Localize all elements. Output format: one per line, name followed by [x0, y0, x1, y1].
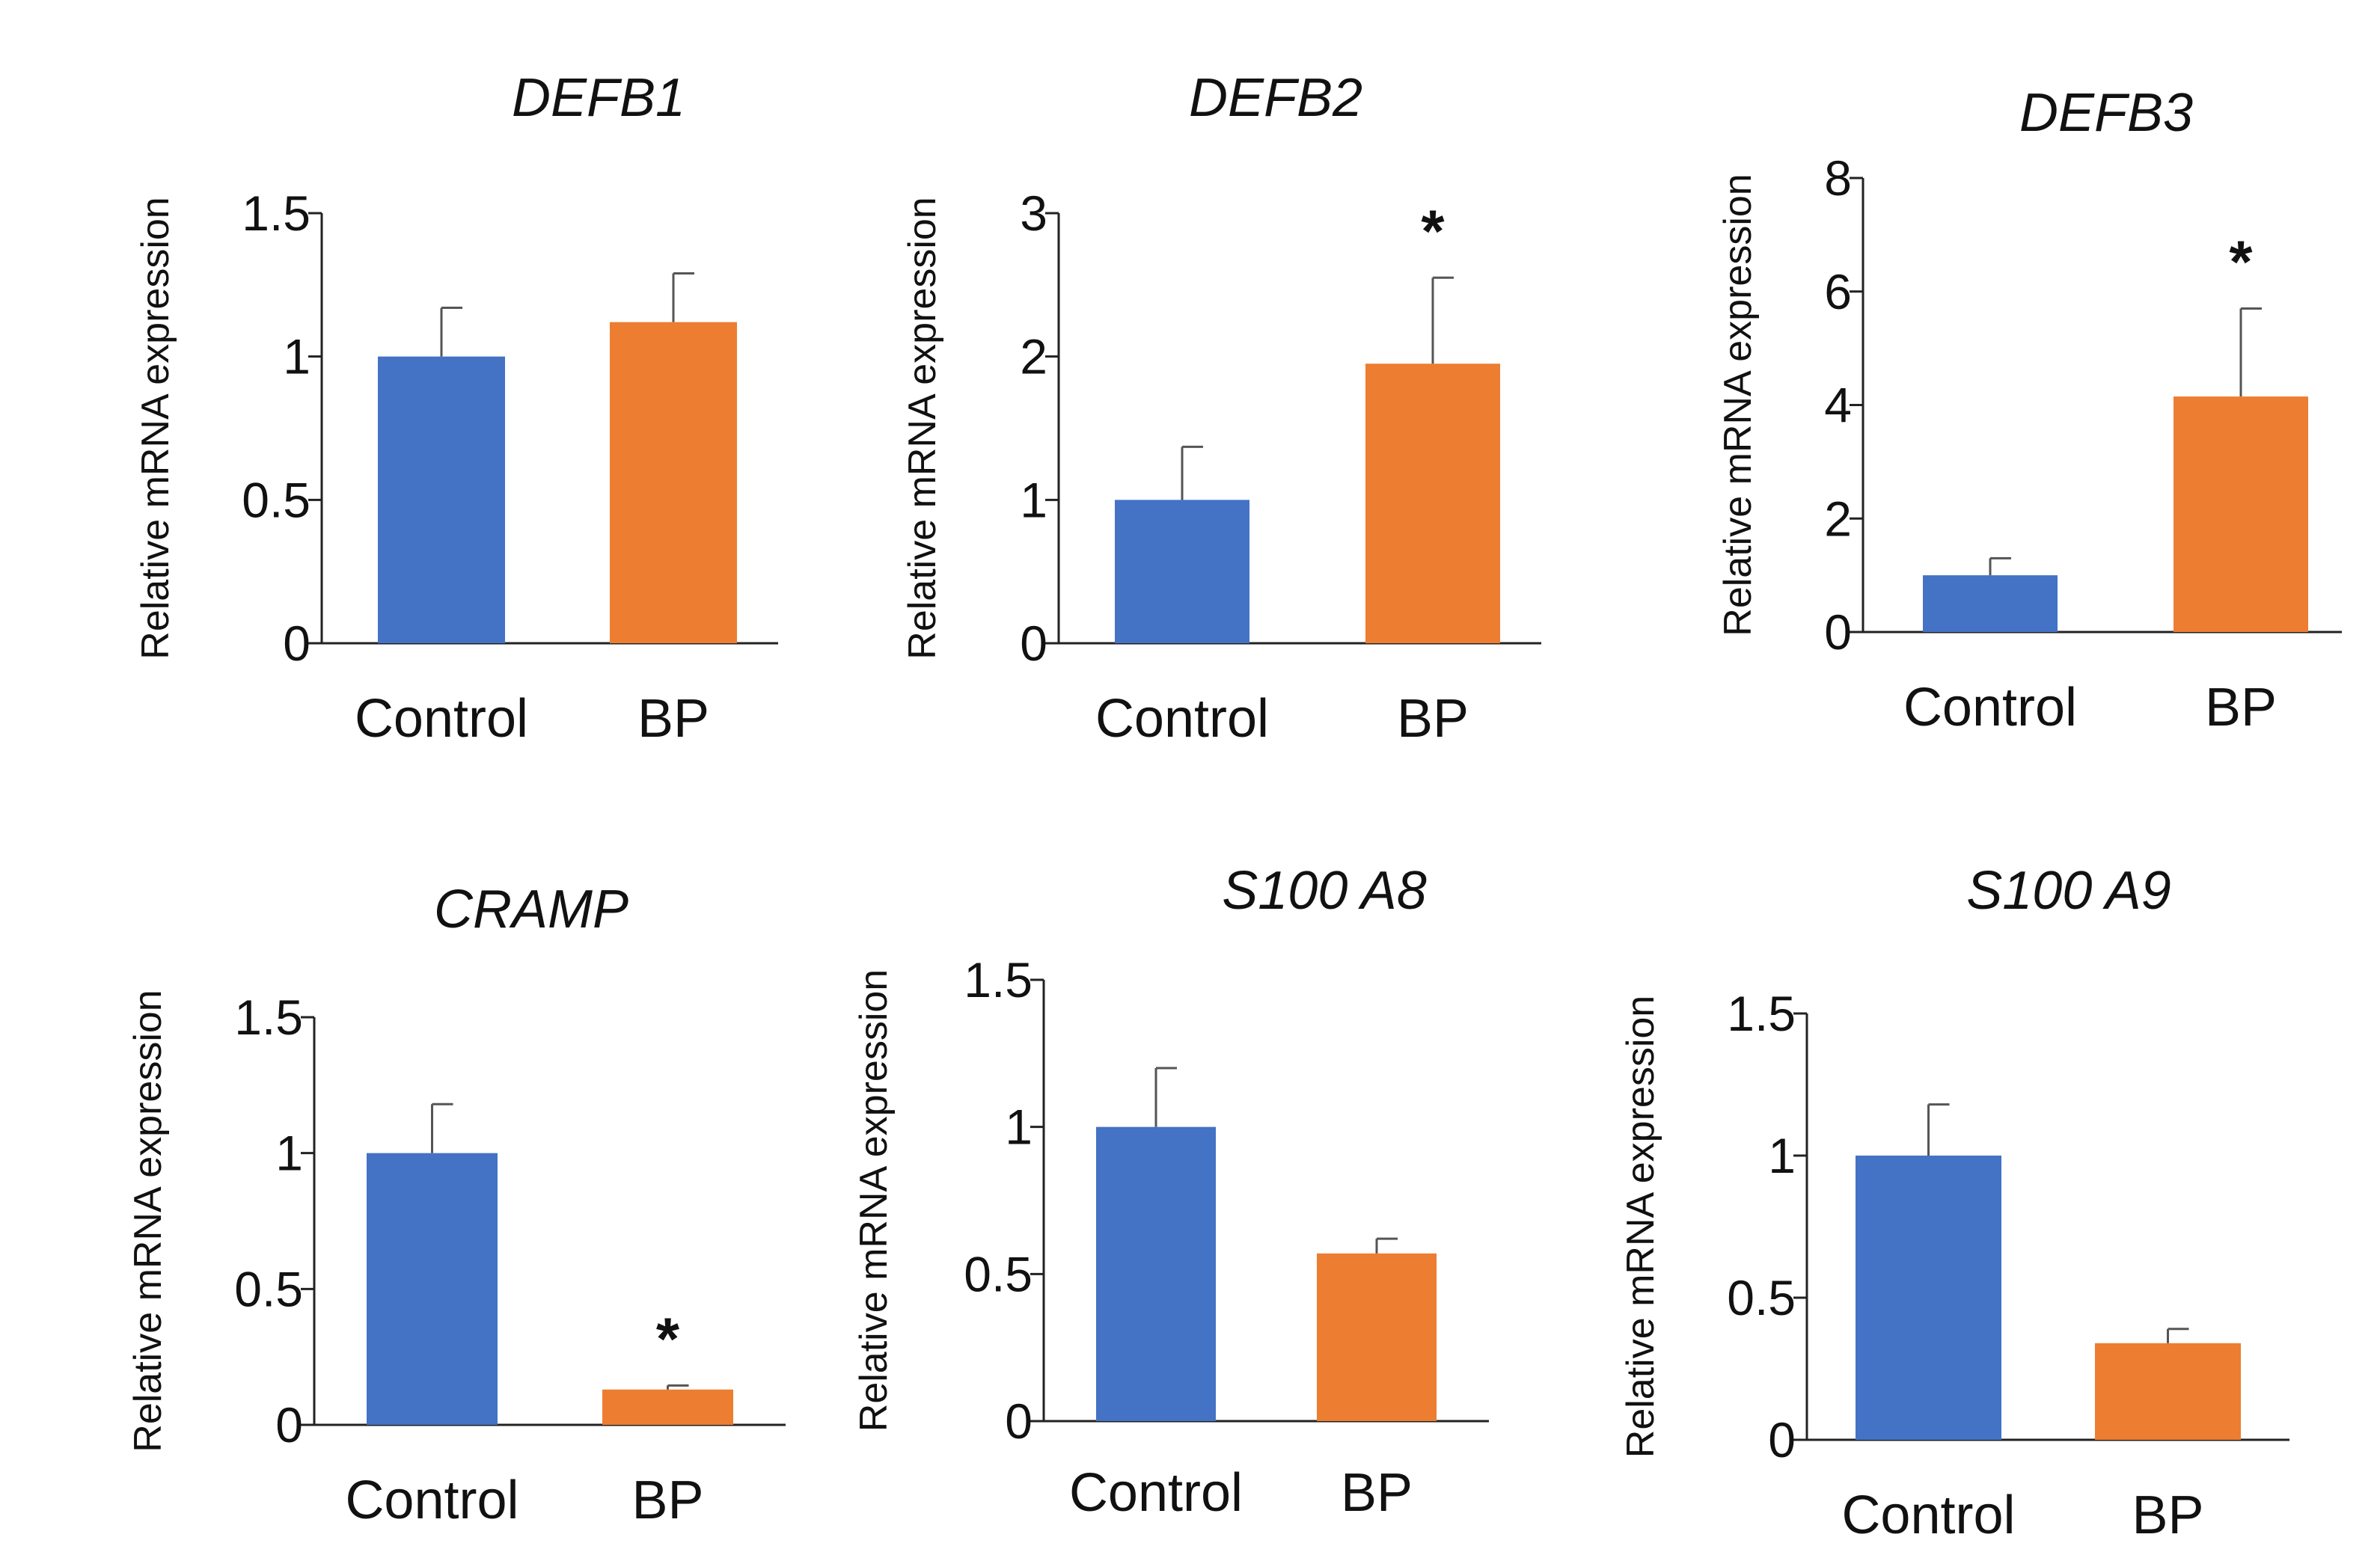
y-tick-label: 0	[1005, 1393, 1033, 1449]
bar-control	[1923, 575, 2058, 632]
x-category-label: BP	[1341, 1463, 1413, 1523]
x-category-label: BP	[637, 689, 709, 749]
y-tick-label: 1.5	[234, 990, 303, 1045]
bar-bp	[2173, 396, 2308, 632]
x-category-label: Control	[1841, 1485, 2015, 1545]
y-tick-label: 1.5	[242, 185, 310, 241]
bar-bp	[602, 1389, 733, 1425]
y-tick-label: 3	[1020, 185, 1047, 241]
y-tick-label: 0	[283, 616, 310, 671]
bar-bp	[1317, 1253, 1437, 1421]
y-tick-label: 2	[1020, 329, 1047, 384]
bar-control	[1856, 1156, 2001, 1440]
y-tick-label: 1	[1768, 1128, 1796, 1183]
y-tick-label: 0	[275, 1397, 303, 1453]
chart-panel-1: DEFB1 Relative mRNA expression 0 0.5 1 1.5 Con…	[134, 68, 778, 749]
chart-panel-4: CRAMP Relative mRNA expression 0 0.5 1 1.5 Con…	[126, 880, 786, 1530]
y-tick-label: 4	[1824, 378, 1852, 433]
chart-title: DEFB3	[2019, 83, 2193, 143]
y-axis-label: Relative mRNA expression	[852, 969, 896, 1432]
y-tick-label: 1	[275, 1126, 303, 1181]
significance-marker: *	[656, 1305, 680, 1372]
chart-title: DEFB2	[1189, 68, 1362, 128]
y-tick-label: 1	[1020, 472, 1047, 527]
y-tick-label: 0	[1020, 616, 1047, 671]
y-tick-label: 0.5	[1727, 1270, 1796, 1325]
y-tick-label: 8	[1824, 150, 1852, 206]
y-axis-label: Relative mRNA expression	[1619, 996, 1662, 1458]
y-tick-label: 1	[283, 329, 310, 384]
chart-panel-5: S100 A8 Relative mRNA expression 0 0.5 1 1.5 C…	[852, 861, 1489, 1523]
significance-marker: *	[1421, 197, 1445, 264]
chart-panel-6: S100 A9 Relative mRNA expression 0 0.5 1 1.5 C…	[1619, 861, 2289, 1545]
y-axis-label: Relative mRNA expression	[126, 990, 170, 1452]
y-tick-label: 6	[1824, 264, 1852, 319]
x-category-label: BP	[1397, 689, 1469, 749]
y-axis-label: Relative mRNA expression	[134, 197, 177, 659]
chart-panel-3: DEFB3 Relative mRNA expression 0 2 4 6 8 Contro…	[1716, 83, 2342, 737]
bar-control	[1115, 500, 1249, 643]
y-axis-label: Relative mRNA expression	[1716, 174, 1760, 636]
significance-marker: *	[2229, 229, 2253, 295]
chart-title: S100 A8	[1222, 861, 1427, 921]
y-tick-label: 0.5	[964, 1246, 1033, 1301]
x-category-label: BP	[2132, 1485, 2203, 1545]
x-category-label: Control	[1903, 678, 2077, 737]
chart-title: S100 A9	[1966, 861, 2171, 921]
x-category-label: Control	[355, 689, 528, 749]
y-axis-label: Relative mRNA expression	[901, 197, 944, 659]
y-tick-label: 2	[1824, 491, 1852, 546]
x-category-label: Control	[345, 1470, 518, 1530]
y-tick-label: 1.5	[964, 952, 1033, 1007]
bar-control	[367, 1153, 498, 1425]
y-tick-label: 0.5	[234, 1261, 303, 1316]
x-category-label: Control	[1069, 1463, 1243, 1523]
bar-bp	[2095, 1343, 2241, 1440]
bar-control	[1096, 1126, 1216, 1421]
y-tick-label: 0	[1824, 604, 1852, 660]
x-category-label: BP	[2205, 678, 2277, 737]
y-tick-label: 0	[1768, 1412, 1796, 1467]
chart-panel-2: DEFB2 Relative mRNA expression 0 1 2 3 Control…	[901, 68, 1541, 749]
x-category-label: Control	[1095, 689, 1269, 749]
y-tick-label: 0.5	[242, 472, 310, 527]
bar-bp	[610, 322, 737, 643]
y-tick-label: 1.5	[1727, 986, 1796, 1041]
bar-bp	[1365, 364, 1500, 643]
x-category-label: BP	[631, 1470, 703, 1530]
y-tick-label: 1	[1005, 1099, 1033, 1155]
chart-title: DEFB1	[512, 68, 685, 128]
chart-title: CRAMP	[434, 880, 628, 939]
bar-control	[378, 356, 505, 643]
